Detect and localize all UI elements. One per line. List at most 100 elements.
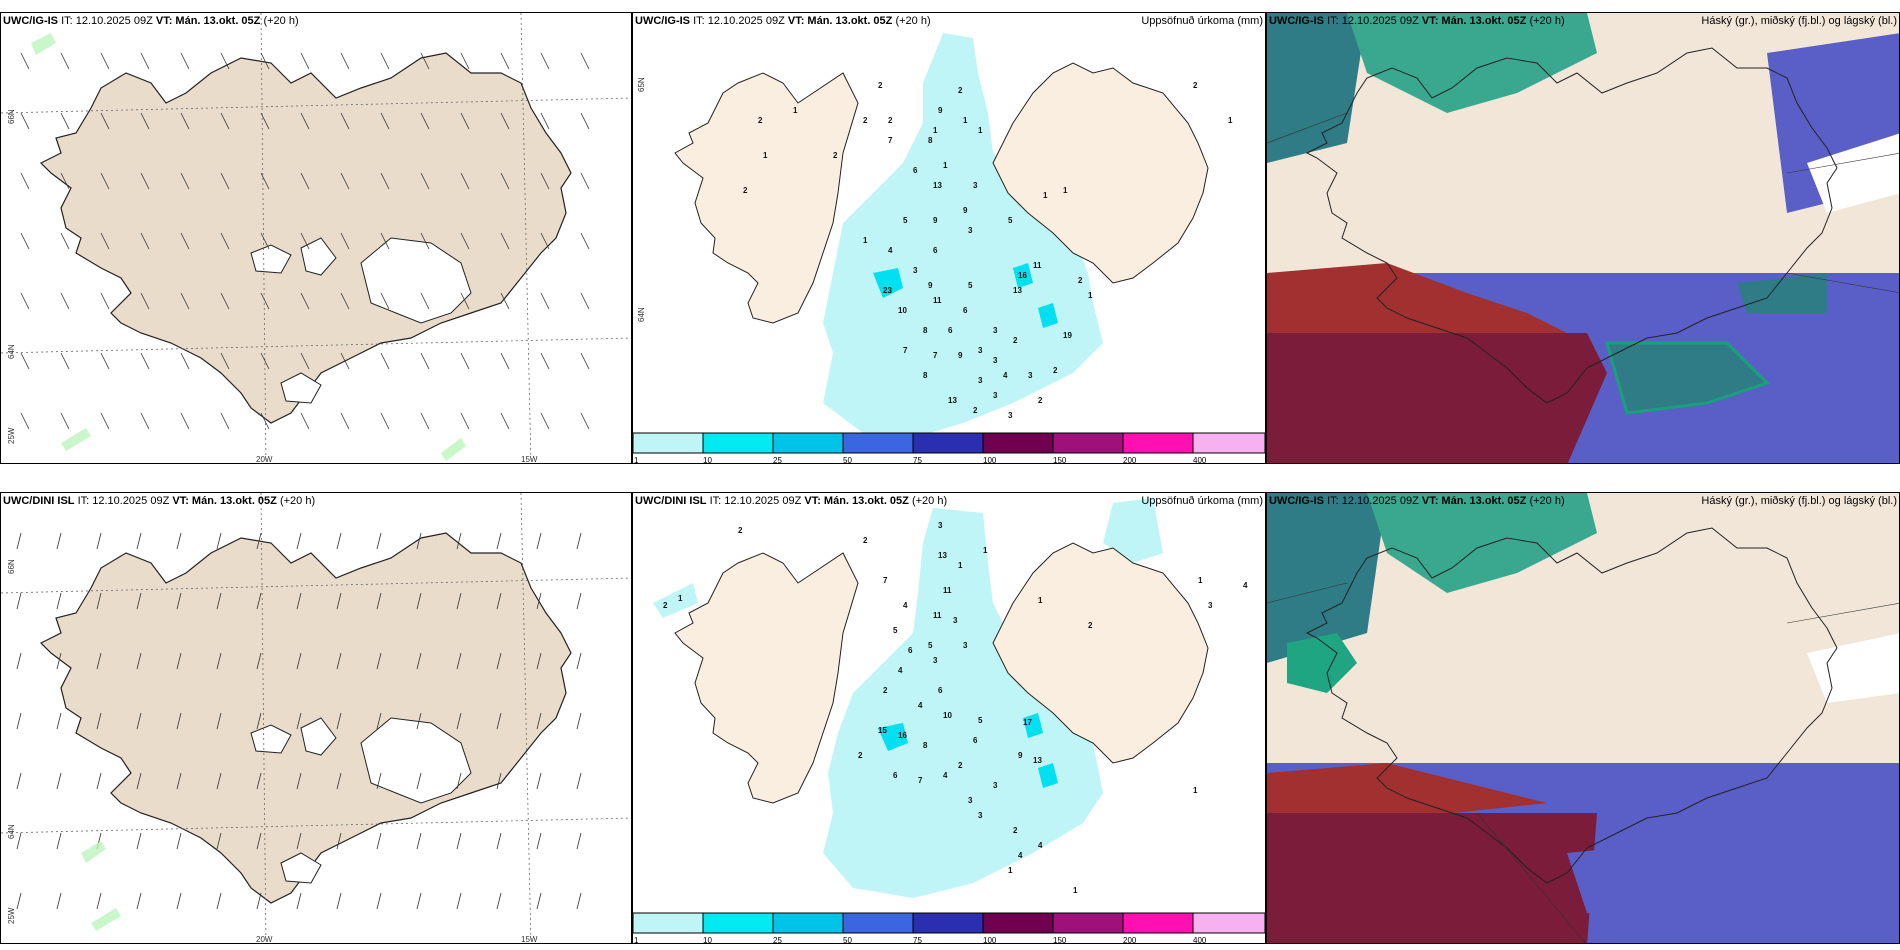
svg-text:9: 9: [963, 206, 968, 215]
cloud-panel-top: UWC/IG-IS IT: 12.10.2025 09Z VT: Mán. 13…: [1266, 12, 1900, 464]
svg-text:1: 1: [1073, 886, 1078, 895]
svg-text:7: 7: [933, 351, 938, 360]
svg-text:9: 9: [1018, 751, 1023, 760]
svg-text:2: 2: [858, 751, 863, 760]
svg-text:2: 2: [1038, 396, 1043, 405]
svg-text:15W: 15W: [521, 935, 538, 944]
svg-text:1: 1: [963, 116, 968, 125]
svg-text:3: 3: [953, 616, 958, 625]
svg-text:1: 1: [1228, 116, 1233, 125]
svg-text:13: 13: [933, 181, 942, 190]
svg-text:3: 3: [1028, 371, 1033, 380]
svg-text:1: 1: [634, 456, 639, 464]
svg-text:13: 13: [1013, 286, 1022, 295]
svg-text:50: 50: [843, 456, 852, 464]
svg-text:3: 3: [973, 181, 978, 190]
svg-text:10: 10: [703, 936, 712, 944]
svg-text:13: 13: [938, 551, 947, 560]
svg-text:200: 200: [1123, 936, 1137, 944]
cloud-header-top: UWC/IG-IS IT: 12.10.2025 09Z VT: Mán. 13…: [1269, 15, 1565, 27]
svg-text:1: 1: [958, 561, 963, 570]
svg-text:1: 1: [1038, 596, 1043, 605]
svg-text:2: 2: [878, 81, 883, 90]
svg-text:2: 2: [863, 536, 868, 545]
svg-text:6: 6: [913, 166, 918, 175]
svg-text:5: 5: [893, 626, 898, 635]
svg-text:3: 3: [968, 226, 973, 235]
colorbar-swatch-7: [1122, 432, 1194, 454]
svg-text:1: 1: [983, 546, 988, 555]
cloud-title-top: Háský (gr.), miðský (fj.bl.) og lágský (…: [1701, 15, 1897, 27]
svg-text:2: 2: [758, 116, 763, 125]
svg-text:4: 4: [903, 601, 908, 610]
precip-header-top: UWC/IG-IS IT: 12.10.2025 09Z VT: Mán. 13…: [635, 15, 931, 27]
svg-text:75: 75: [913, 456, 922, 464]
wind-panel-top: UWC/IG-IS IT: 12.10.2025 09Z VT: Mán. 13…: [0, 12, 632, 464]
colorbar-swatch-5: [982, 432, 1054, 454]
svg-text:9: 9: [928, 281, 933, 290]
precip-panel-top: UWC/IG-IS IT: 12.10.2025 09Z VT: Mán. 13…: [632, 12, 1266, 464]
svg-text:1: 1: [1043, 191, 1048, 200]
wind-panel-bottom: UWC/DINI ISL IT: 12.10.2025 09Z VT: Mán.…: [0, 492, 632, 944]
svg-text:2: 2: [1013, 336, 1018, 345]
svg-text:6: 6: [963, 306, 968, 315]
svg-text:400: 400: [1193, 936, 1207, 944]
precip-map-top: 2 2 1 1 2 2 2 2 1 1 2 1 7 8 9 1 6 13 3 9…: [633, 33, 1265, 464]
svg-text:10: 10: [943, 711, 952, 720]
cloud-header-bottom: UWC/IG-IS IT: 12.10.2025 09Z VT: Mán. 13…: [1269, 495, 1565, 507]
svg-text:66N: 66N: [7, 559, 16, 574]
svg-text:4: 4: [918, 701, 923, 710]
svg-text:20W: 20W: [256, 935, 273, 944]
svg-text:1: 1: [978, 126, 983, 135]
wind-map-bottom: 66N 64N 25W 20W 15W: [1, 493, 631, 944]
svg-text:9: 9: [933, 216, 938, 225]
svg-text:3: 3: [993, 781, 998, 790]
cloud-map-top: [1267, 13, 1899, 463]
svg-text:6: 6: [938, 686, 943, 695]
svg-text:3: 3: [993, 326, 998, 335]
svg-text:1: 1: [793, 106, 798, 115]
svg-text:2: 2: [888, 116, 893, 125]
svg-text:6: 6: [893, 771, 898, 780]
wind-map-top: 66N 64N 25W 20W 15W: [1, 13, 631, 463]
svg-text:2: 2: [743, 186, 748, 195]
svg-text:7: 7: [888, 136, 893, 145]
svg-text:1: 1: [933, 126, 938, 135]
svg-text:3: 3: [978, 811, 983, 820]
svg-text:1: 1: [863, 236, 868, 245]
wind-header-bottom: UWC/DINI ISL IT: 12.10.2025 09Z VT: Mán.…: [3, 495, 316, 507]
svg-text:7: 7: [903, 346, 908, 355]
svg-text:25W: 25W: [7, 907, 16, 924]
svg-text:2: 2: [973, 406, 978, 415]
svg-text:10: 10: [898, 306, 907, 315]
svg-text:13: 13: [948, 396, 957, 405]
svg-text:6: 6: [973, 736, 978, 745]
svg-text:11: 11: [1033, 261, 1042, 270]
svg-text:3: 3: [993, 391, 998, 400]
svg-text:1: 1: [634, 936, 639, 944]
svg-text:8: 8: [923, 326, 928, 335]
colorbar-swatch-2: [772, 432, 844, 454]
svg-text:23: 23: [883, 286, 892, 295]
svg-text:3: 3: [1208, 601, 1213, 610]
glaciers: [250, 237, 472, 404]
svg-text:16: 16: [1018, 271, 1027, 280]
svg-text:6: 6: [908, 646, 913, 655]
svg-text:2: 2: [1013, 826, 1018, 835]
svg-text:11: 11: [933, 611, 942, 620]
iceland-land: [39, 52, 572, 424]
colorbar-swatch-1: [702, 432, 774, 454]
svg-text:7: 7: [918, 776, 923, 785]
svg-text:13: 13: [1033, 756, 1042, 765]
svg-text:6: 6: [933, 246, 938, 255]
svg-text:4: 4: [898, 666, 903, 675]
svg-text:1: 1: [1008, 866, 1013, 875]
cloud-title-bottom: Háský (gr.), miðský (fj.bl.) og lágský (…: [1701, 495, 1897, 507]
svg-text:3: 3: [978, 346, 983, 355]
green-patches: [31, 33, 466, 461]
colorbar-swatch-4: [912, 432, 984, 454]
precip-title-top: Uppsöfnuð úrkoma (mm): [1141, 15, 1263, 27]
svg-text:10: 10: [703, 456, 712, 464]
graticule: [1267, 112, 1899, 293]
svg-text:17: 17: [1023, 718, 1032, 727]
